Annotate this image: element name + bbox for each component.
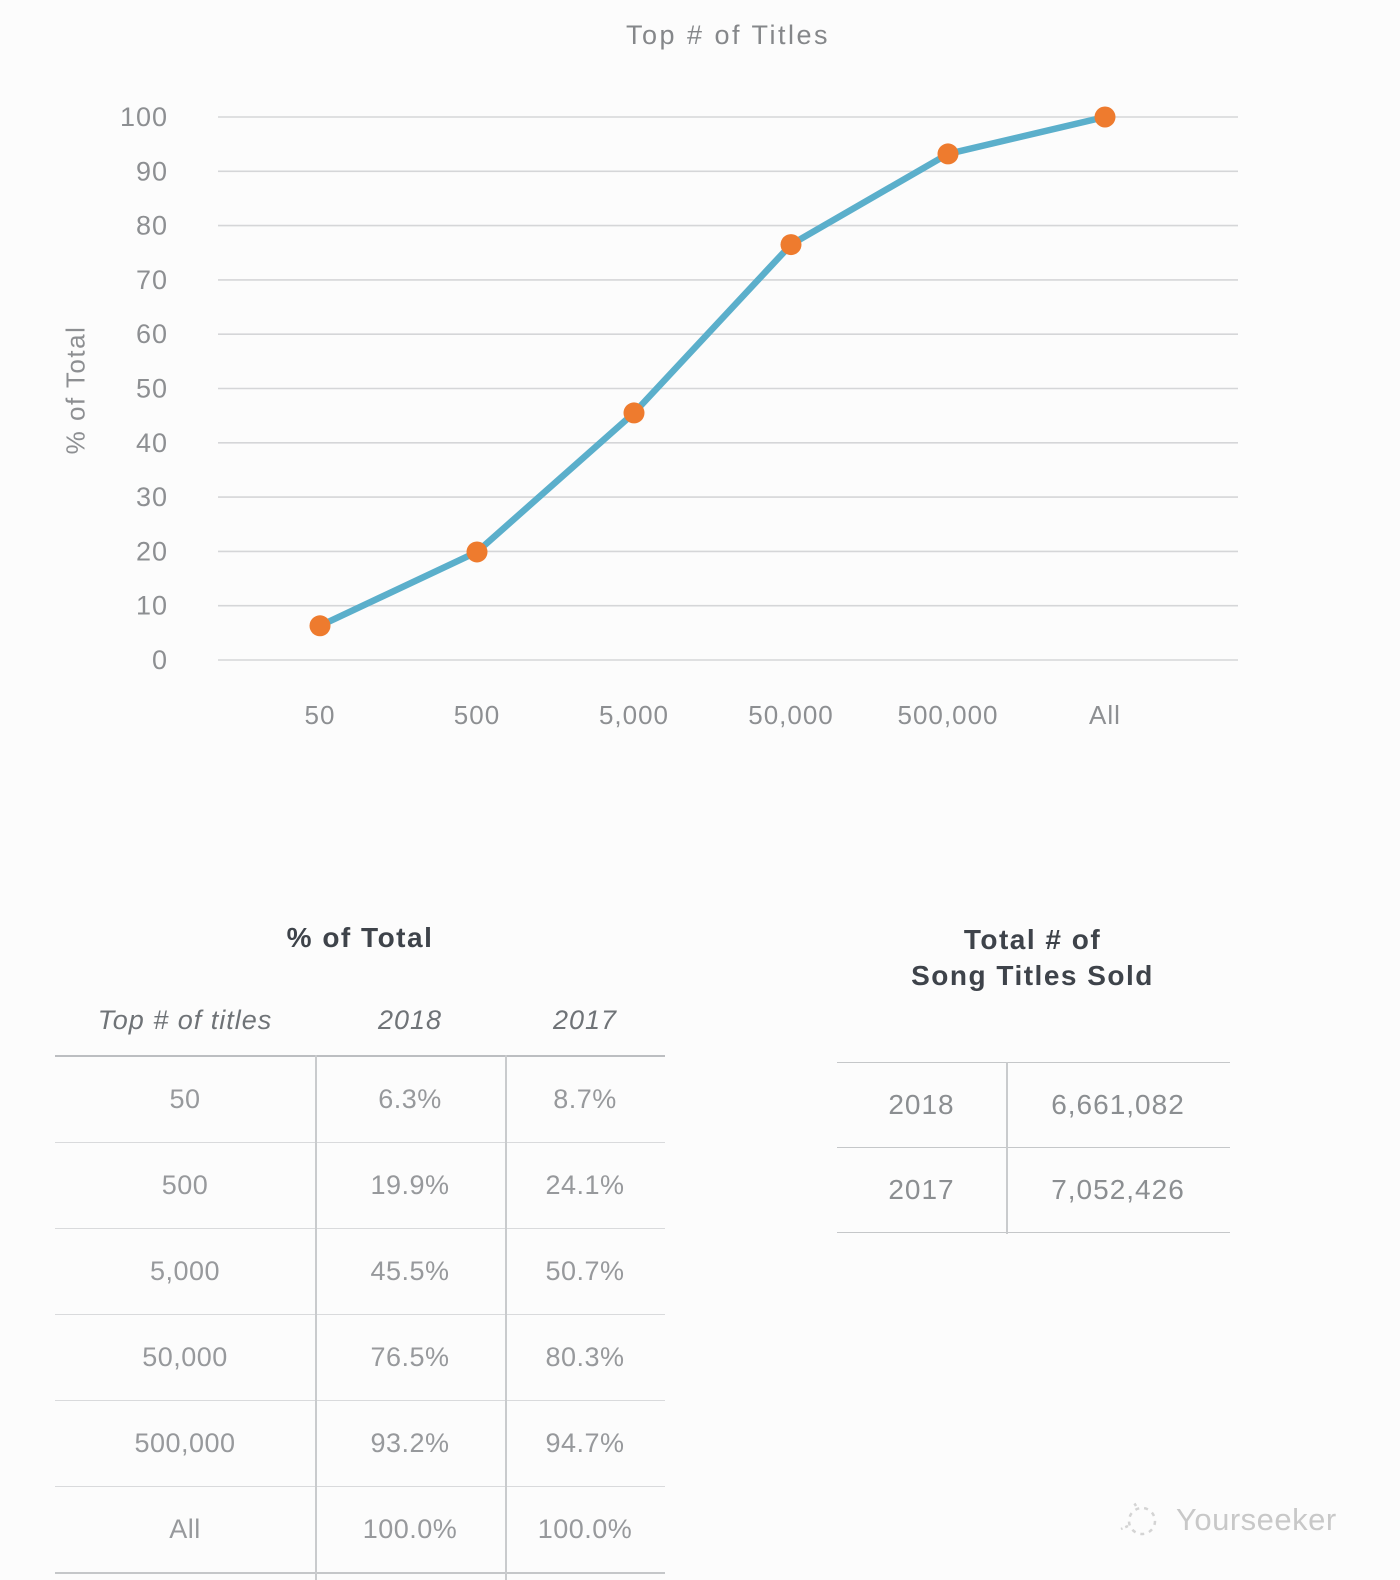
x-tick-label: 50 (305, 700, 336, 730)
pct-table-header-row: Top # of titles 2018 2017 (55, 1005, 665, 1036)
column-divider (315, 1055, 317, 1580)
data-point-5,000 (623, 402, 645, 424)
chart-title: Top # of Titles (625, 20, 831, 50)
table-row: 500 19.9% 24.1% (55, 1143, 665, 1229)
value-2018: 76.5% (370, 1342, 450, 1372)
totals-table: 2018 6,661,082 2017 7,052,426 (837, 1062, 1230, 1233)
table-row: 50,000 76.5% 80.3% (55, 1315, 665, 1401)
table-row: 2018 6,661,082 (837, 1063, 1230, 1148)
table-row: 2017 7,052,426 (837, 1148, 1230, 1232)
value-2017: 100.0% (537, 1514, 633, 1544)
row-label: 50,000 (142, 1342, 228, 1372)
value-2017: 24.1% (545, 1170, 625, 1200)
row-label: 500,000 (134, 1428, 236, 1458)
x-tick-label: 500 (454, 700, 500, 730)
value-2018: 19.9% (370, 1170, 450, 1200)
table-row: 5,000 45.5% 50.7% (55, 1229, 665, 1315)
column-header-top-titles: Top # of titles (97, 1005, 273, 1035)
x-tick-label: All (1089, 700, 1121, 730)
row-label: 50 (169, 1084, 201, 1114)
y-tick-label: 100 (120, 102, 168, 132)
value-2018: 93.2% (370, 1428, 450, 1458)
watermark-label: Yourseeker (1176, 1502, 1337, 1537)
data-point-50 (309, 615, 331, 637)
y-tick-label: 0 (152, 645, 168, 675)
year-label: 2018 (888, 1089, 955, 1120)
row-label: All (169, 1514, 201, 1544)
totals-title-line2: Song Titles Sold (911, 960, 1154, 991)
x-tick-label: 500,000 (898, 700, 999, 730)
value-2017: 8.7% (553, 1084, 617, 1114)
column-divider (505, 1055, 507, 1580)
table-row: 50 6.3% 8.7% (55, 1057, 665, 1143)
yourseeker-logo-icon (1120, 1500, 1157, 1536)
x-tick-label: 50,000 (748, 700, 834, 730)
value-2017: 50.7% (545, 1256, 625, 1286)
line-chart: 0 10 20 30 40 50 60 70 80 90 100 50 500 5,000 50,000 50… (120, 102, 1238, 730)
data-point-All (1094, 106, 1116, 128)
pct-table-title: % of Total (286, 922, 434, 953)
pct-table: 50 6.3% 8.7% 500 19.9% 24.1% 5,000 45.5%… (55, 1055, 665, 1574)
y-tick-label: 80 (136, 211, 168, 241)
y-tick-label: 90 (136, 156, 168, 186)
x-tick-label: 5,000 (599, 700, 669, 730)
table-row: 500,000 93.2% 94.7% (55, 1401, 665, 1487)
column-header-2018: 2018 (377, 1005, 443, 1035)
column-header-2017: 2017 (552, 1005, 618, 1035)
data-point-50,000 (780, 234, 802, 256)
row-label: 5,000 (149, 1256, 221, 1286)
data-point-500 (466, 541, 488, 563)
row-label: 500 (161, 1170, 209, 1200)
data-line-2018 (316, 113, 1109, 630)
y-tick-label: 10 (136, 591, 168, 621)
totals-table-title: Total # of Song Titles Sold (835, 922, 1230, 994)
year-label: 2017 (888, 1174, 955, 1205)
y-tick-label: 60 (136, 319, 168, 349)
total-value: 6,661,082 (1051, 1089, 1185, 1120)
y-tick-label: 20 (136, 536, 168, 566)
value-2017: 80.3% (545, 1342, 625, 1372)
total-value: 7,052,426 (1051, 1174, 1185, 1205)
y-tick-label: 50 (136, 374, 168, 404)
y-tick-label: 40 (136, 428, 168, 458)
watermark: Yourseeker (1118, 1498, 1337, 1542)
value-2017: 94.7% (545, 1428, 625, 1458)
data-point-500,000 (937, 143, 959, 165)
value-2018: 45.5% (370, 1256, 450, 1286)
value-2018: 6.3% (378, 1084, 442, 1114)
y-tick-label: 70 (136, 265, 168, 295)
y-tick-label: 30 (136, 482, 168, 512)
column-divider (1006, 1062, 1008, 1234)
totals-title-line1: Total # of (963, 924, 1102, 955)
table-row: All 100.0% 100.0% (55, 1487, 665, 1574)
value-2018: 100.0% (362, 1514, 458, 1544)
